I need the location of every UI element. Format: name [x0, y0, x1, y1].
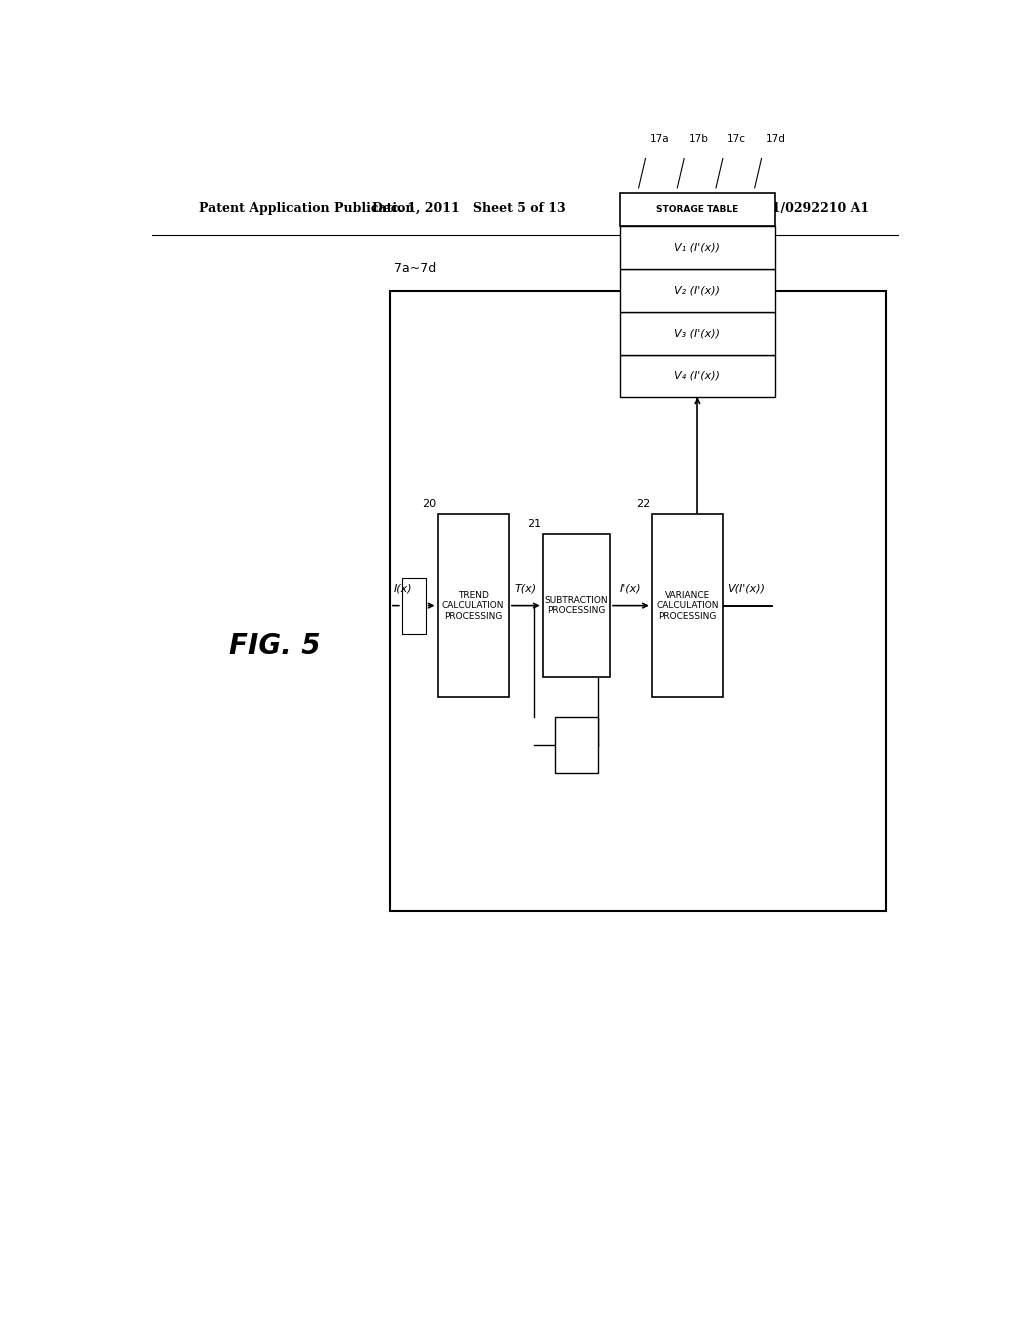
Bar [390, 290, 886, 911]
Bar [401, 578, 426, 634]
Text: V₂ (I'(x)): V₂ (I'(x)) [675, 285, 721, 296]
Text: 21: 21 [527, 519, 541, 529]
Text: V₁ (I'(x)): V₁ (I'(x)) [675, 243, 721, 253]
Text: US 2011/0292210 A1: US 2011/0292210 A1 [721, 202, 868, 215]
Text: 22: 22 [636, 499, 650, 510]
Bar [555, 718, 598, 774]
Text: T(x): T(x) [515, 583, 537, 594]
Bar [620, 193, 775, 227]
Bar [651, 513, 723, 697]
Text: STORAGE TABLE: STORAGE TABLE [656, 205, 738, 214]
Text: I'(x): I'(x) [621, 583, 642, 594]
Text: 17b: 17b [688, 135, 709, 144]
Text: TREND
CALCULATION
PROCESSING: TREND CALCULATION PROCESSING [442, 591, 505, 620]
Text: V(I'(x)): V(I'(x)) [727, 583, 765, 594]
Text: V₄ (I'(x)): V₄ (I'(x)) [675, 371, 721, 381]
Text: 20: 20 [422, 499, 436, 510]
Bar [543, 535, 610, 677]
Text: FIG. 5: FIG. 5 [229, 632, 321, 660]
Text: Patent Application Publication: Patent Application Publication [200, 202, 415, 215]
Text: 17a: 17a [649, 135, 670, 144]
Bar [620, 312, 775, 355]
Text: 17d: 17d [766, 135, 785, 144]
Bar [620, 227, 775, 269]
Text: 17c: 17c [727, 135, 746, 144]
Bar [620, 269, 775, 312]
Text: 7a~7d: 7a~7d [394, 263, 436, 276]
Bar [620, 355, 775, 397]
Text: VARIANCE
CALCULATION
PROCESSING: VARIANCE CALCULATION PROCESSING [656, 591, 719, 620]
Text: I(x): I(x) [394, 583, 413, 594]
Text: Dec. 1, 2011   Sheet 5 of 13: Dec. 1, 2011 Sheet 5 of 13 [373, 202, 566, 215]
Text: V₃ (I'(x)): V₃ (I'(x)) [675, 329, 721, 338]
Text: SUBTRACTION
PROCESSING: SUBTRACTION PROCESSING [545, 595, 608, 615]
Bar [437, 513, 509, 697]
